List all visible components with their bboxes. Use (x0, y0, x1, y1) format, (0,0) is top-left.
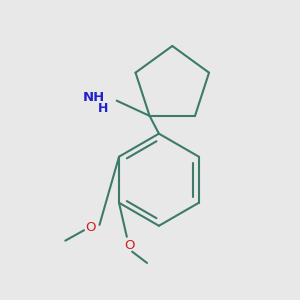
Text: O: O (124, 239, 134, 252)
Text: NH: NH (83, 91, 105, 103)
Text: H: H (98, 103, 108, 116)
Text: O: O (85, 221, 96, 234)
